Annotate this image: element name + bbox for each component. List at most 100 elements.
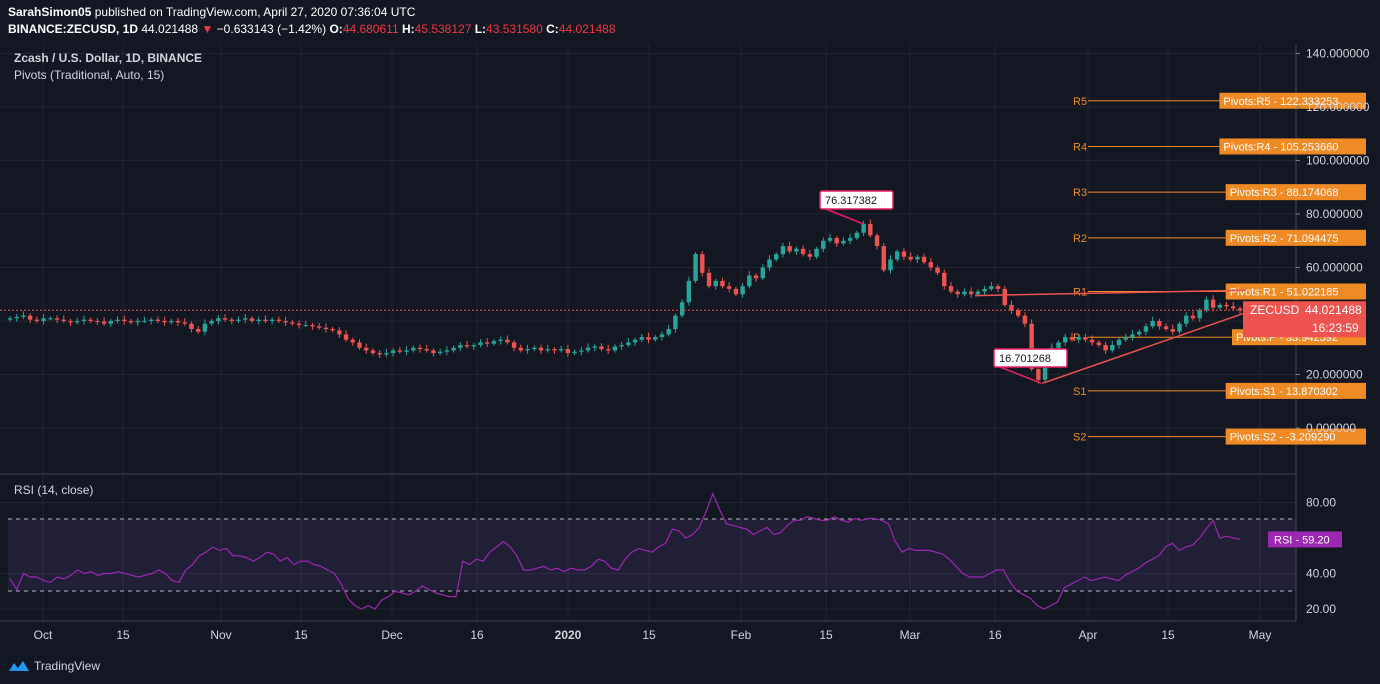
candle-body bbox=[283, 321, 288, 323]
candle-body bbox=[1237, 308, 1243, 311]
candle-body bbox=[1197, 310, 1202, 319]
candle-body bbox=[1123, 337, 1128, 340]
candle-body bbox=[411, 347, 416, 351]
candle-body bbox=[370, 350, 376, 354]
candle-body bbox=[874, 235, 880, 247]
time-axis-label: 2020 bbox=[555, 628, 582, 642]
candle-body bbox=[827, 238, 833, 241]
high-callout-text: 76.317382 bbox=[825, 195, 877, 207]
legend-pivots[interactable]: Pivots (Traditional, Auto, 15) bbox=[14, 68, 164, 82]
candle-body bbox=[881, 246, 886, 271]
candle-body bbox=[1224, 304, 1229, 307]
candle-body bbox=[1002, 288, 1007, 305]
candle-body bbox=[774, 254, 779, 260]
candle-body bbox=[1204, 299, 1209, 311]
pivot-tag-text: Pivots:R1 - 51.022185 bbox=[1230, 287, 1339, 299]
footer[interactable]: TradingView bbox=[8, 657, 100, 675]
axes: 0.00000020.00000040.00000060.00000080.00… bbox=[34, 47, 1370, 643]
pivot-tag-text: Pivots:R4 - 105.253660 bbox=[1223, 141, 1338, 153]
candle-body bbox=[14, 316, 19, 319]
candle-body bbox=[1063, 337, 1068, 343]
candle-body bbox=[135, 321, 140, 323]
rsi-axis-label: 40.00 bbox=[1306, 567, 1336, 581]
candle-body bbox=[390, 350, 396, 354]
candle-body bbox=[834, 238, 839, 244]
support-trendline[interactable] bbox=[1042, 312, 1246, 385]
candle-body bbox=[700, 254, 705, 273]
candle-body bbox=[431, 350, 436, 354]
candle-body bbox=[1210, 299, 1216, 308]
candle-body bbox=[1163, 326, 1169, 330]
high-callout-pointer bbox=[825, 208, 864, 225]
candle-body bbox=[142, 321, 147, 322]
pivot-tag-r5 bbox=[1219, 92, 1366, 109]
low-callout-text: 16.701268 bbox=[999, 353, 1051, 365]
close-value: 44.021488 bbox=[558, 22, 616, 36]
candle-body bbox=[424, 349, 429, 351]
candle-body bbox=[81, 319, 87, 321]
candle-body bbox=[337, 330, 342, 335]
candle-body bbox=[249, 318, 255, 321]
low-callout-pointer bbox=[999, 366, 1042, 385]
candle-body bbox=[48, 318, 53, 320]
candle-body bbox=[1143, 326, 1149, 332]
candle-body bbox=[673, 315, 678, 330]
candle-body bbox=[330, 329, 335, 331]
candle-body bbox=[1103, 345, 1108, 351]
candle-body bbox=[209, 321, 214, 324]
resistance-trendline[interactable] bbox=[974, 289, 1246, 297]
candle-body bbox=[989, 286, 994, 289]
rsi-legend[interactable]: RSI (14, close) bbox=[14, 483, 93, 497]
pivot-name-r3: R3 bbox=[1073, 187, 1087, 199]
candle-body bbox=[243, 318, 248, 320]
candle-body bbox=[1009, 304, 1014, 311]
candle-body bbox=[706, 272, 712, 287]
low-label: L: bbox=[474, 22, 487, 36]
candle-body bbox=[115, 319, 120, 321]
time-axis-label: 15 bbox=[294, 628, 308, 642]
candle-body bbox=[895, 251, 900, 260]
candle-body bbox=[868, 223, 873, 236]
candle-body bbox=[478, 342, 483, 346]
price-change: −0.633143 (−1.42%) bbox=[216, 22, 327, 36]
candle-body bbox=[753, 275, 759, 279]
candle-body bbox=[1089, 339, 1095, 343]
candle-body bbox=[95, 321, 100, 322]
pivot-name-r2: R2 bbox=[1073, 233, 1087, 245]
open-value: 44.680611 bbox=[342, 22, 399, 36]
candle-body bbox=[538, 347, 544, 351]
candle-body bbox=[585, 347, 591, 351]
candle-body bbox=[1217, 304, 1223, 308]
candle-body bbox=[821, 240, 826, 249]
candle-body bbox=[122, 319, 127, 321]
candle-body bbox=[794, 248, 799, 252]
pivot-tag-text: Pivots:R2 - 71.094475 bbox=[1230, 233, 1339, 245]
candle-body bbox=[861, 223, 866, 233]
pivot-name-s1: S1 bbox=[1073, 386, 1086, 398]
legend-title[interactable]: Zcash / U.S. Dollar, 1D, BINANCE bbox=[14, 51, 202, 65]
candle-body bbox=[646, 337, 651, 340]
rsi-value-text: RSI - 59.20 bbox=[1274, 534, 1330, 546]
candle-body bbox=[579, 350, 584, 352]
plot-background bbox=[0, 44, 1296, 621]
candle-body bbox=[1116, 339, 1122, 346]
candle-body bbox=[955, 291, 960, 295]
footer-brand: TradingView bbox=[34, 659, 101, 673]
low-callout-box bbox=[993, 348, 1068, 368]
candle-body bbox=[236, 319, 241, 321]
trendlines[interactable]: 76.317382 16.701268 bbox=[819, 190, 1246, 385]
candle-body bbox=[1231, 306, 1236, 309]
pivot-tag-r3 bbox=[1225, 184, 1366, 201]
time-axis-label: May bbox=[1249, 628, 1272, 642]
candle-body bbox=[75, 321, 80, 323]
pivot-tag-r1 bbox=[1225, 283, 1366, 300]
candle-body bbox=[222, 318, 228, 320]
author-name[interactable]: SarahSimon05 bbox=[8, 5, 92, 19]
candle-body bbox=[101, 321, 107, 324]
candle-body bbox=[767, 259, 772, 268]
candle-body bbox=[626, 342, 631, 346]
candle-body bbox=[558, 349, 564, 351]
candle-body bbox=[276, 319, 282, 321]
